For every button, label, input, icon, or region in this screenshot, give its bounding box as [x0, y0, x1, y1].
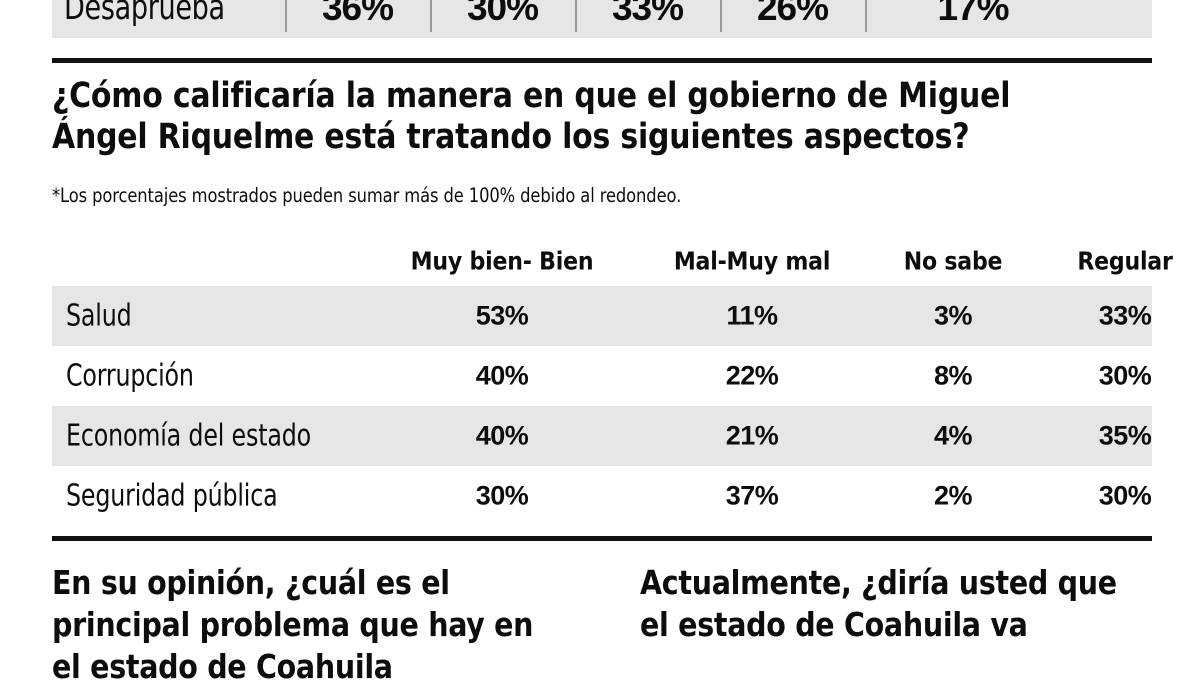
- row-label-corrupcion: Corrupción: [66, 358, 194, 394]
- row-label-economia-del-estado: Economía del estado: [66, 418, 311, 454]
- cell-salud-mal-muy-mal: 11%: [726, 300, 778, 331]
- table-row: Salud 53% 11% 3% 33%: [52, 286, 1152, 346]
- row-label-salud: Salud: [66, 298, 132, 334]
- approval-value-3: 26%: [720, 0, 865, 38]
- table-header-row: Muy bien- Bien Mal-Muy mal No sabe Regul…: [52, 236, 1173, 286]
- cell-economia-no-sabe: 4%: [933, 420, 973, 451]
- cell-corrupcion-muy-bien-bien: 40%: [475, 360, 529, 391]
- column-header-regular: Regular: [1077, 246, 1173, 276]
- divider-rule-top: [52, 58, 1152, 63]
- cell-corrupcion-no-sabe: 8%: [933, 360, 973, 391]
- column-header-muy-bien-bien: Muy bien- Bien: [410, 246, 594, 276]
- approval-value-0: 36%: [285, 0, 430, 38]
- divider-rule-middle: [52, 536, 1152, 541]
- cell-corrupcion-regular: 30%: [1098, 360, 1152, 391]
- table-row: Economía del estado 40% 21% 4% 35%: [52, 406, 1152, 466]
- cell-seguridad-regular: 30%: [1098, 480, 1152, 511]
- page-title: ¿Cómo calificaría la manera en que el go…: [52, 76, 1011, 157]
- cell-salud-muy-bien-bien: 53%: [475, 300, 529, 331]
- table-row: Seguridad pública 30% 37% 2% 30%: [52, 466, 1152, 526]
- table-row: Corrupción 40% 22% 8% 30%: [52, 346, 1152, 406]
- cell-economia-muy-bien-bien: 40%: [475, 420, 529, 451]
- cell-seguridad-muy-bien-bien: 30%: [475, 480, 529, 511]
- rounding-footnote: *Los porcentajes mostrados pueden sumar …: [52, 184, 682, 207]
- bottom-question-right: Actualmente, ¿diría usted que el estado …: [640, 563, 1117, 645]
- cell-economia-mal-muy-mal: 21%: [725, 420, 779, 451]
- cell-corrupcion-mal-muy-mal: 22%: [725, 360, 779, 391]
- aspects-table: Muy bien- Bien Mal-Muy mal No sabe Regul…: [52, 236, 1173, 526]
- approval-row-label: Desaprueba: [64, 0, 225, 28]
- cell-seguridad-no-sabe: 2%: [933, 480, 973, 511]
- column-header-no-sabe: No sabe: [903, 246, 1003, 276]
- cell-seguridad-mal-muy-mal: 37%: [725, 480, 779, 511]
- approval-value-2: 33%: [575, 0, 720, 38]
- row-label-seguridad-publica: Seguridad pública: [66, 478, 278, 514]
- bottom-question-left: En su opinión, ¿cuál es el principal pro…: [52, 563, 534, 687]
- approval-value-4: 17%: [865, 0, 1081, 38]
- cell-salud-no-sabe: 3%: [933, 300, 973, 331]
- approval-table-row: Desaprueba 36% 30% 33% 26% 17%: [52, 0, 1152, 38]
- cell-salud-regular: 33%: [1098, 300, 1152, 331]
- column-header-mal-muy-mal: Mal-Muy mal: [673, 246, 831, 276]
- approval-value-1: 30%: [430, 0, 575, 38]
- cell-economia-regular: 35%: [1098, 420, 1152, 451]
